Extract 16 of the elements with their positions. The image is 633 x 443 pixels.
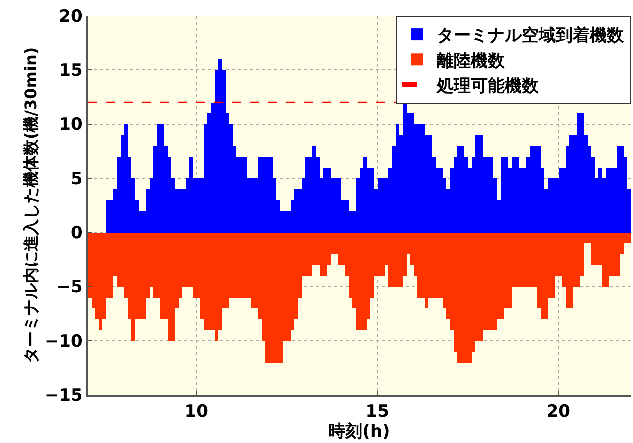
x-tick-label: 20 bbox=[546, 402, 571, 422]
x-tick-label: 10 bbox=[184, 402, 209, 422]
legend-label: ターミナル空域到着機数 bbox=[437, 26, 625, 46]
x-tick-label: 15 bbox=[366, 402, 390, 422]
legend-label: 処理可能機数 bbox=[436, 76, 540, 96]
x-axis-title: 時刻(h) bbox=[328, 422, 390, 442]
y-tick-label: −5 bbox=[56, 278, 83, 298]
y-tick-label: −10 bbox=[44, 332, 84, 352]
y-tick-label: 5 bbox=[71, 169, 83, 190]
y-tick-label: 10 bbox=[59, 115, 84, 136]
y-tick-label: 20 bbox=[59, 6, 84, 27]
legend-label: 離陸機数 bbox=[436, 51, 506, 72]
y-axis-title: ターミナル内に進入した機体数(機/30min) bbox=[21, 47, 40, 364]
y-tick-label: 15 bbox=[59, 61, 83, 82]
y-tick-label: −15 bbox=[44, 386, 83, 406]
y-tick-label: 0 bbox=[71, 224, 84, 244]
